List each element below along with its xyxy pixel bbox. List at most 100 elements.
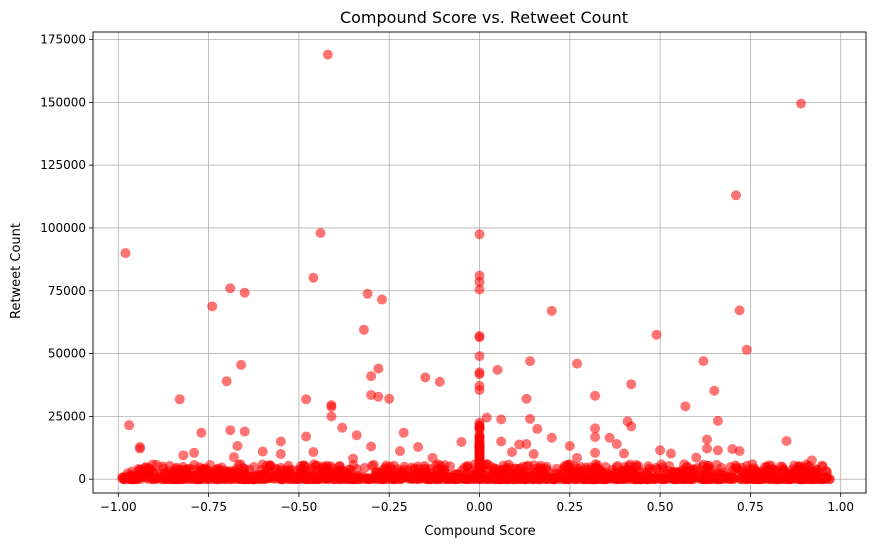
x-tick-label: −0.50 <box>281 500 318 514</box>
scatter-point <box>680 401 691 412</box>
scatter-point <box>795 98 806 109</box>
scatter-point <box>358 324 369 335</box>
scatter-point <box>767 473 778 484</box>
scatter-point <box>572 452 583 463</box>
y-tick-label: 50000 <box>48 347 86 361</box>
scatter-point <box>221 376 232 387</box>
scatter-point <box>727 465 738 476</box>
scatter-point <box>401 471 412 482</box>
scatter-point <box>381 460 392 471</box>
scatter-point <box>362 288 373 299</box>
scatter-point <box>496 471 507 482</box>
scatter-point <box>623 474 634 485</box>
scatter-point <box>189 447 200 458</box>
scatter-point <box>525 356 536 367</box>
scatter-point <box>702 434 713 445</box>
scatter-point <box>525 413 536 424</box>
scatter-point <box>699 473 710 484</box>
scatter-point <box>151 459 162 470</box>
scatter-point <box>308 447 319 458</box>
scatter-point <box>583 466 594 477</box>
scatter-point <box>741 344 752 355</box>
scatter-point <box>712 445 723 456</box>
scatter-point <box>655 445 666 456</box>
scatter-point <box>609 472 620 483</box>
scatter-point <box>507 447 518 458</box>
scatter-point <box>321 473 332 484</box>
scatter-point <box>528 449 539 460</box>
scatter-point <box>734 446 745 457</box>
scatter-point <box>322 49 333 60</box>
scatter-point <box>207 301 218 312</box>
scatter-point <box>439 460 450 471</box>
scatter-point <box>225 283 236 294</box>
scatter-point <box>474 229 485 240</box>
scatter-point <box>373 363 384 374</box>
scatter-point <box>424 474 435 485</box>
scatter-point <box>413 442 424 453</box>
y-tick-label: 100000 <box>40 221 86 235</box>
scatter-point <box>734 305 745 316</box>
y-tick-label: 125000 <box>40 158 86 172</box>
y-axis-label: Retweet Count <box>9 223 24 319</box>
scatter-point <box>712 415 723 426</box>
scatter-point <box>486 469 497 480</box>
scatter-point <box>474 473 485 484</box>
scatter-point <box>120 248 131 259</box>
scatter-point <box>463 473 474 484</box>
scatter-point <box>474 456 485 467</box>
scatter-point <box>651 462 662 473</box>
scatter-point <box>474 384 485 395</box>
scatter-point <box>523 460 534 471</box>
scatter-point <box>617 466 628 477</box>
scatter-point <box>178 450 189 461</box>
scatter-point <box>301 474 312 485</box>
scatter-point <box>275 436 286 447</box>
scatter-point <box>702 443 713 454</box>
scatter-point <box>196 427 207 438</box>
scatter-point <box>342 473 353 484</box>
scatter-point <box>296 464 307 475</box>
scatter-point <box>326 401 337 412</box>
scatter-point <box>337 422 348 433</box>
scatter-point <box>496 414 507 425</box>
scatter-point <box>691 452 702 463</box>
scatter-point <box>395 446 406 457</box>
scatter-point <box>817 461 828 472</box>
scatter-point <box>496 436 507 447</box>
scatter-point <box>373 391 384 402</box>
scatter-point <box>161 473 172 484</box>
scatter-point <box>474 417 485 428</box>
scatter-point <box>301 394 312 405</box>
scatter-point <box>427 452 438 463</box>
scatter-point <box>420 372 431 383</box>
scatter-point <box>521 439 532 450</box>
scatter-point <box>546 432 557 443</box>
scatter-point <box>604 432 615 443</box>
x-tick-label: 0.00 <box>466 500 493 514</box>
x-tick-label: 0.25 <box>556 500 583 514</box>
scatter-point <box>334 460 345 471</box>
x-tick-label: 0.75 <box>737 500 764 514</box>
scatter-point <box>474 465 485 476</box>
scatter-point <box>651 329 662 340</box>
scatter-point <box>806 455 817 466</box>
scatter-point <box>611 439 622 450</box>
scatter-point <box>754 474 765 485</box>
scatter-point <box>239 426 250 437</box>
x-axis-ticks: −1.00 −0.75 −0.50 −0.25 0.00 0.25 0.50 0.75 1.00 <box>100 493 854 514</box>
scatter-point <box>281 467 292 478</box>
scatter-point <box>474 369 485 380</box>
scatter-point <box>735 473 746 484</box>
scatter-point <box>572 474 583 485</box>
scatter-point <box>763 460 774 471</box>
scatter-point <box>142 473 153 484</box>
scatter-point <box>474 284 485 295</box>
scatter-point <box>384 393 395 404</box>
scatter-point <box>737 462 748 473</box>
data-points <box>117 49 835 485</box>
scatter-point <box>626 379 637 390</box>
x-axis-label: Compound Score <box>424 524 535 539</box>
scatter-point <box>456 437 467 448</box>
